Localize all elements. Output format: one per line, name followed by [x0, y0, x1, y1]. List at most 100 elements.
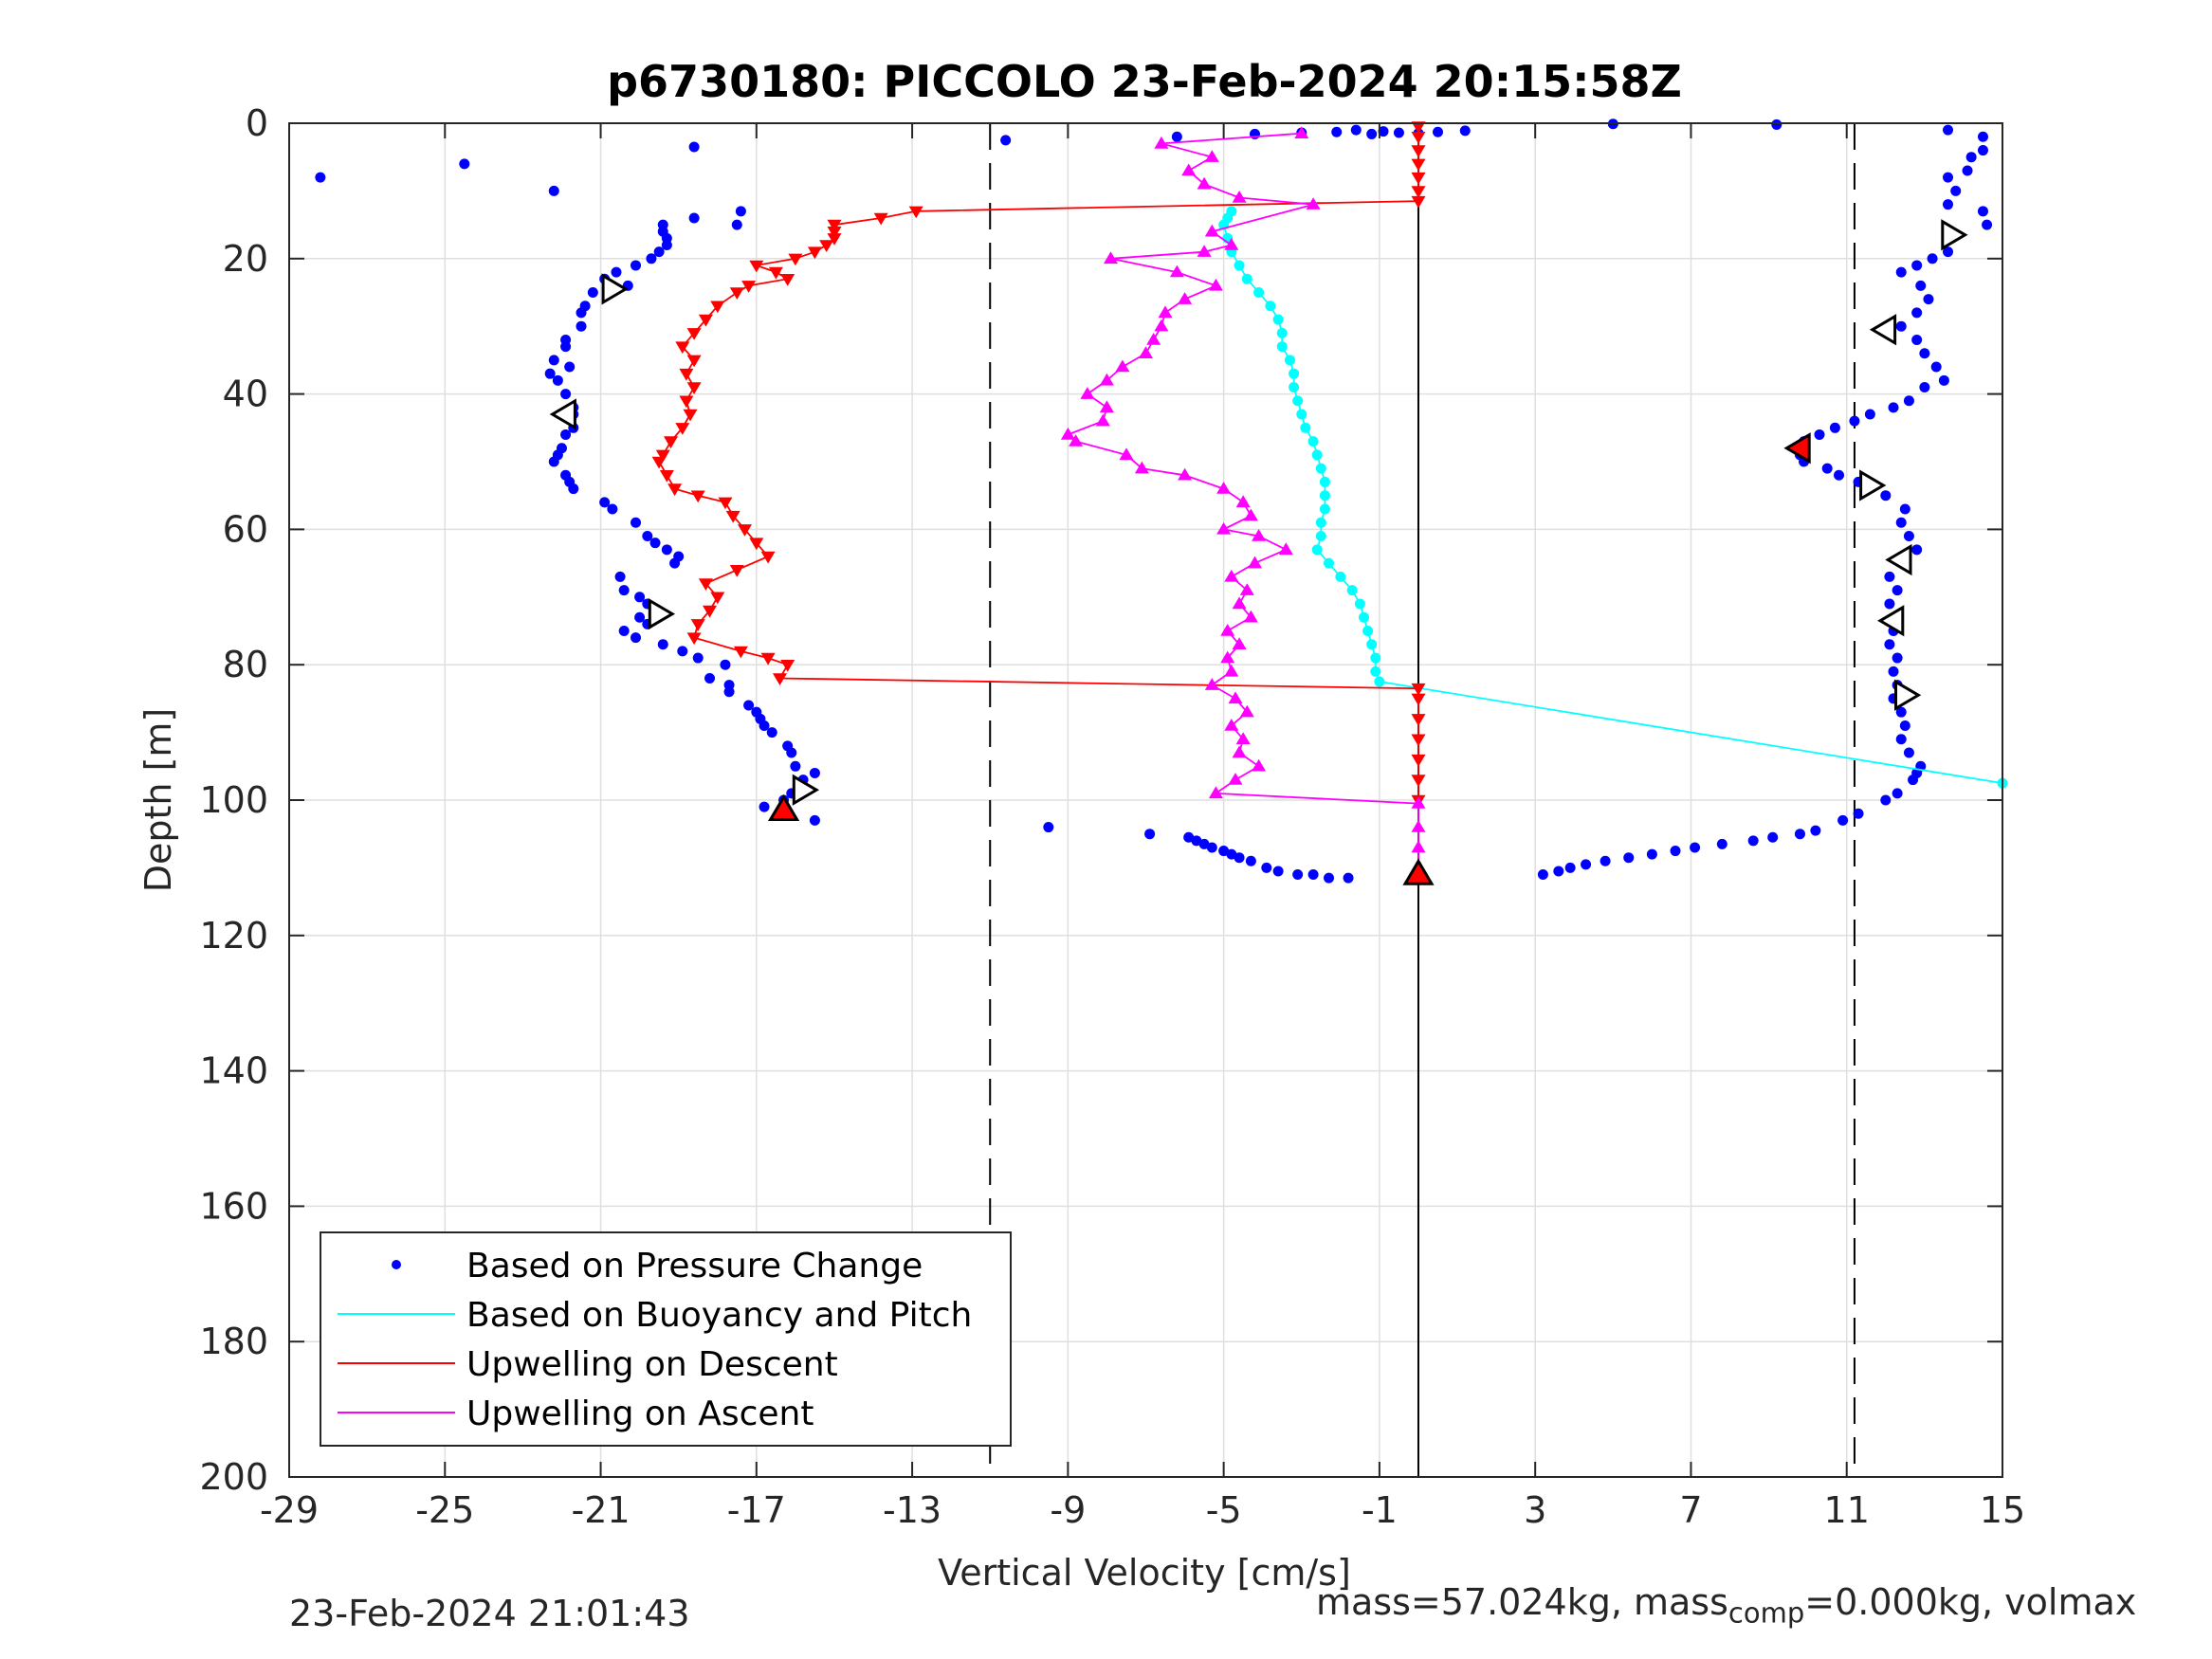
- based-on-buoyancy-and-pitch-point: [1315, 463, 1326, 474]
- based-on-buoyancy-and-pitch-point: [1292, 395, 1304, 407]
- upwelling-on-ascent-marker: [1119, 447, 1134, 461]
- upwelling-on-descent-marker: [675, 341, 690, 355]
- based-on-pressure-change-point: [1849, 415, 1860, 427]
- based-on-pressure-change-point: [1837, 814, 1849, 826]
- legend: Based on Pressure Change Based on Buoyanc…: [320, 1231, 1012, 1447]
- based-on-pressure-change-point: [759, 720, 770, 731]
- based-on-pressure-change-point: [1888, 402, 1899, 413]
- upwelling-on-ascent-marker: [1252, 529, 1267, 541]
- based-on-pressure-change-point: [1343, 872, 1354, 884]
- based-on-pressure-change-point: [548, 456, 559, 467]
- based-on-pressure-change-point: [661, 240, 672, 251]
- upwelling-on-descent-marker: [1411, 186, 1426, 198]
- upwelling-on-descent-marker: [768, 266, 783, 280]
- based-on-pressure-change-point: [1459, 125, 1471, 137]
- based-on-pressure-change-point: [1965, 152, 1977, 163]
- based-on-pressure-change-point: [614, 571, 626, 582]
- upwelling-on-ascent-marker: [1294, 126, 1309, 138]
- based-on-buoyancy-and-pitch-point: [1335, 571, 1346, 582]
- event-triangle-left-marker: [1885, 543, 1912, 576]
- based-on-pressure-change-point: [1433, 126, 1444, 137]
- based-on-pressure-change-point: [1880, 490, 1892, 501]
- based-on-pressure-change-point: [1903, 747, 1914, 758]
- upwelling-on-ascent-marker: [1239, 704, 1254, 718]
- based-on-pressure-change-point: [677, 646, 688, 657]
- based-on-buoyancy-and-pitch-point: [1366, 639, 1378, 650]
- based-on-pressure-change-point: [1880, 794, 1892, 806]
- upwelling-on-descent-marker: [718, 497, 733, 510]
- based-on-buoyancy-and-pitch-point: [1276, 327, 1288, 338]
- upwelling-on-ascent-marker: [1169, 264, 1184, 278]
- upwelling-on-descent-marker: [827, 227, 842, 239]
- based-on-pressure-change-point: [1930, 361, 1942, 373]
- based-on-pressure-change-point: [657, 639, 668, 650]
- based-on-pressure-change-point: [1646, 848, 1657, 860]
- upwelling-on-descent-marker: [1411, 734, 1426, 747]
- based-on-pressure-change-point: [1000, 135, 1012, 146]
- based-on-pressure-change-point: [649, 538, 661, 549]
- based-on-pressure-change-point: [1911, 307, 1923, 319]
- y-tick-label: 140: [199, 1050, 268, 1092]
- y-tick-label: 40: [223, 374, 268, 415]
- based-on-pressure-change-point: [731, 219, 742, 230]
- upwelling-on-ascent-marker: [1411, 840, 1426, 853]
- based-on-pressure-change-point: [1767, 831, 1779, 843]
- x-tick-label: 11: [1824, 1489, 1870, 1531]
- upwelling-on-ascent-marker: [1224, 238, 1239, 250]
- mass-prefix: mass=57.024kg, mass: [1316, 1581, 1728, 1623]
- based-on-pressure-change-point: [618, 626, 630, 636]
- upwelling-on-descent-marker: [749, 260, 764, 273]
- based-on-pressure-change-point: [735, 206, 746, 217]
- upwelling-on-ascent-marker: [1232, 191, 1247, 203]
- based-on-buoyancy-and-pitch-point: [1315, 531, 1326, 542]
- y-tick-label: 120: [199, 915, 268, 957]
- y-tick-label: 200: [199, 1456, 268, 1498]
- upwelling-on-descent-marker: [690, 490, 705, 503]
- event-triangle-left-marker: [1869, 314, 1897, 346]
- based-on-pressure-change-point: [1903, 531, 1914, 542]
- based-on-pressure-change-point: [1747, 835, 1759, 847]
- based-on-pressure-change-point: [790, 760, 801, 772]
- upwelling-on-ascent-marker: [1104, 251, 1118, 264]
- upwelling-on-descent-marker: [1411, 693, 1426, 706]
- based-on-pressure-change-point: [1234, 852, 1245, 864]
- based-on-buoyancy-and-pitch-point: [1276, 341, 1288, 353]
- upwelling-on-descent-marker: [760, 652, 776, 665]
- x-tick-label: 15: [1980, 1489, 2025, 1531]
- upwelling-on-ascent-marker: [1208, 786, 1223, 799]
- event-triangle-left-marker: [1877, 605, 1905, 637]
- based-on-buoyancy-and-pitch-point: [1319, 490, 1330, 501]
- legend-box: [320, 1231, 1012, 1447]
- upwelling-on-descent-marker: [1411, 145, 1426, 158]
- based-on-buoyancy-and-pitch-point: [1324, 557, 1335, 569]
- based-on-pressure-change-point: [1226, 848, 1237, 860]
- event-triangle-right-marker: [792, 774, 820, 806]
- based-on-pressure-change-point: [1272, 866, 1284, 877]
- upwelling-on-descent-marker: [729, 287, 744, 300]
- upwelling-on-descent-line: [658, 126, 1419, 800]
- upwelling-on-descent-marker: [873, 212, 888, 226]
- upwelling-on-descent-marker: [686, 632, 702, 646]
- upwelling-on-ascent-marker: [1115, 359, 1130, 373]
- upwelling-on-ascent-marker: [1154, 136, 1169, 149]
- based-on-pressure-change-point: [766, 727, 777, 738]
- based-on-buoyancy-and-pitch-point: [1284, 355, 1295, 366]
- upwelling-on-descent-marker: [698, 314, 713, 327]
- based-on-pressure-change-point: [1892, 652, 1903, 664]
- based-on-pressure-change-point: [634, 592, 646, 603]
- event-triangle-right-marker: [1941, 219, 1968, 251]
- based-on-buoyancy-and-pitch-point: [1253, 287, 1265, 298]
- based-on-pressure-change-point: [1261, 862, 1272, 873]
- based-on-buoyancy-and-pitch-point: [1296, 409, 1307, 420]
- upwelling-on-ascent-marker: [1099, 373, 1114, 386]
- based-on-pressure-change-point: [1919, 381, 1930, 392]
- based-on-pressure-change-point: [1206, 842, 1217, 853]
- based-on-pressure-change-point: [1895, 706, 1907, 718]
- upwelling-on-descent-marker: [1411, 158, 1426, 172]
- based-on-pressure-change-point: [688, 141, 700, 153]
- upwelling-on-descent-marker: [679, 368, 694, 381]
- upwelling-on-descent-marker: [729, 565, 744, 577]
- based-on-pressure-change-point: [1218, 846, 1230, 857]
- upwelling-on-ascent-marker: [1208, 278, 1223, 291]
